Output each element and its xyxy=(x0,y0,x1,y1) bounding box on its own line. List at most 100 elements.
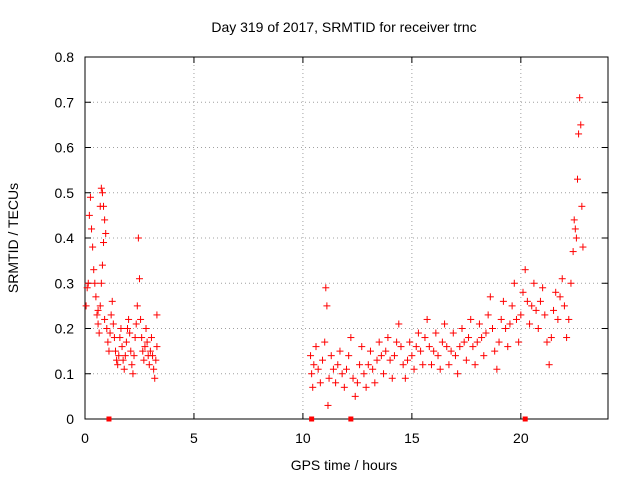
data-point xyxy=(130,352,138,360)
data-point xyxy=(126,329,134,337)
data-point xyxy=(567,279,575,287)
data-point xyxy=(338,370,346,378)
data-point xyxy=(526,320,534,328)
data-point xyxy=(547,334,555,342)
data-point xyxy=(316,379,324,387)
x-tick-label: 15 xyxy=(404,430,420,446)
y-tick-label: 0.8 xyxy=(55,49,75,65)
data-point xyxy=(539,284,547,292)
data-point xyxy=(462,356,470,364)
axis-marker xyxy=(309,416,315,422)
data-point xyxy=(423,315,431,323)
data-point xyxy=(109,320,117,328)
data-point xyxy=(82,302,90,310)
data-point xyxy=(449,329,457,337)
data-point xyxy=(107,311,115,319)
data-point xyxy=(504,343,512,351)
data-point xyxy=(88,225,96,233)
data-point xyxy=(571,225,579,233)
y-tick-label: 0.5 xyxy=(55,185,75,201)
data-point xyxy=(103,325,111,332)
data-point xyxy=(401,374,409,382)
data-point xyxy=(523,297,531,305)
data-point xyxy=(447,347,455,355)
data-point xyxy=(351,392,359,400)
data-point xyxy=(573,175,581,183)
data-point xyxy=(353,379,361,387)
grid xyxy=(85,57,608,419)
data-point xyxy=(153,343,161,351)
data-point xyxy=(100,202,108,210)
data-point xyxy=(419,361,427,369)
data-point xyxy=(112,347,120,355)
data-point xyxy=(484,311,492,319)
data-point xyxy=(384,334,392,342)
data-point xyxy=(141,343,149,351)
data-point xyxy=(308,370,316,378)
y-tick-label: 0.6 xyxy=(55,140,75,156)
data-point xyxy=(119,356,127,364)
data-point xyxy=(434,352,442,360)
data-point xyxy=(563,334,571,342)
data-point xyxy=(458,325,466,332)
data-point xyxy=(445,361,453,369)
x-tick-label: 10 xyxy=(295,430,311,446)
data-point xyxy=(486,293,494,301)
y-tick-label: 0.3 xyxy=(55,275,75,291)
data-point xyxy=(558,275,566,283)
data-point xyxy=(86,193,94,201)
data-point xyxy=(465,334,473,342)
data-point xyxy=(493,365,501,373)
data-point xyxy=(534,325,542,332)
data-point xyxy=(115,352,123,360)
data-point xyxy=(530,279,538,287)
data-point xyxy=(508,302,516,310)
data-point xyxy=(550,306,558,314)
data-point xyxy=(545,361,553,369)
data-point xyxy=(332,379,340,387)
data-point xyxy=(310,361,318,369)
data-point xyxy=(113,356,121,364)
data-point xyxy=(569,248,577,256)
data-point xyxy=(146,347,154,355)
data-point xyxy=(393,338,401,346)
data-point xyxy=(349,374,357,382)
data-point xyxy=(386,356,394,364)
data-point xyxy=(565,315,573,323)
data-point xyxy=(114,361,122,369)
data-point xyxy=(390,352,398,360)
data-point xyxy=(364,361,372,369)
data-point xyxy=(98,261,106,269)
data-point xyxy=(322,284,330,292)
data-point xyxy=(572,234,580,242)
data-point xyxy=(152,356,160,364)
data-point xyxy=(137,315,145,323)
data-point xyxy=(147,334,155,342)
data-point xyxy=(441,320,449,328)
data-point xyxy=(497,315,505,323)
data-point xyxy=(554,315,562,323)
data-point xyxy=(451,352,459,360)
data-point xyxy=(425,343,433,351)
data-point xyxy=(467,315,475,323)
data-point xyxy=(395,320,403,328)
data-point xyxy=(512,315,520,323)
data-point xyxy=(427,361,435,369)
data-point xyxy=(362,383,370,391)
y-tick-label: 0.1 xyxy=(55,366,75,382)
data-point xyxy=(491,347,499,355)
axis-marker xyxy=(348,416,354,422)
data-point xyxy=(489,325,497,332)
data-point xyxy=(127,347,135,355)
data-point xyxy=(324,401,332,409)
axis-marker xyxy=(522,416,528,422)
data-point xyxy=(388,374,396,382)
data-point xyxy=(506,320,514,328)
data-point xyxy=(360,370,368,378)
data-point xyxy=(579,243,587,251)
data-point xyxy=(482,329,490,337)
data-point xyxy=(97,279,105,287)
data-point xyxy=(139,347,147,355)
data-point xyxy=(131,334,139,342)
data-point xyxy=(366,347,374,355)
